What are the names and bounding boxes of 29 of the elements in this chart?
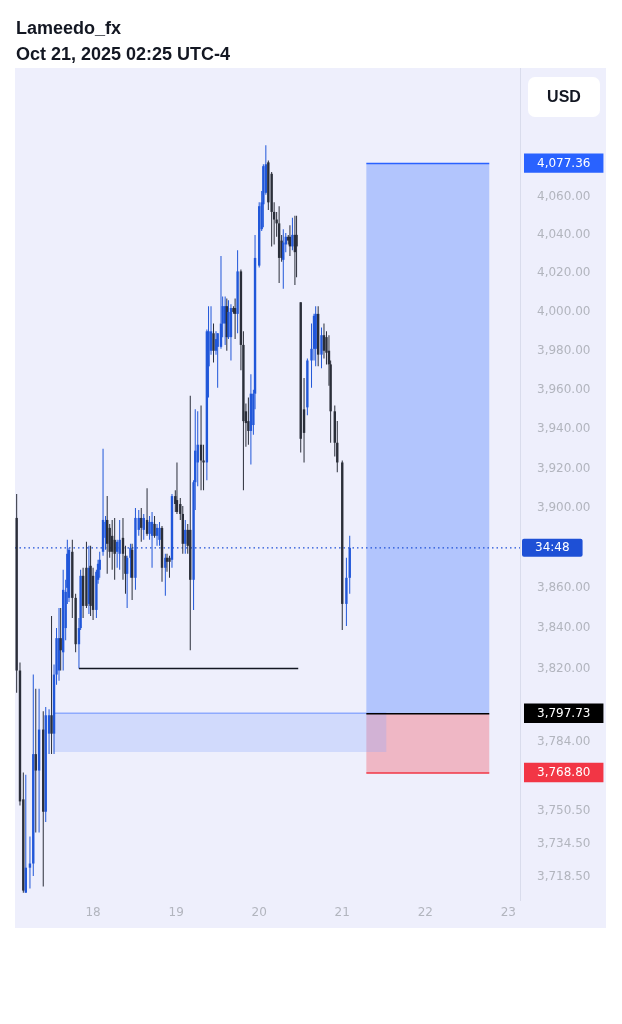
y-tick-label: 4,040.00: [537, 227, 591, 241]
y-tick-label: 3,980.00: [537, 342, 591, 357]
y-tick-label: 4,077.36: [537, 155, 591, 170]
x-tick-label: 21: [334, 905, 350, 920]
y-tick-label: 4,020.00: [537, 265, 591, 280]
y-axis-title: USD: [528, 77, 600, 117]
x-tick-label: 23: [500, 905, 517, 920]
y-tick-label: 4,000.00: [537, 304, 591, 319]
text: 34:48: [535, 540, 570, 555]
y-tick-label: 3,750.50: [537, 802, 591, 817]
y-tick-label: 3,940.00: [537, 421, 591, 436]
y-tick-label: 3,797.73: [537, 705, 591, 720]
x-tick-label: 18: [85, 905, 101, 920]
y-tick-label: 3,784.00: [537, 733, 591, 748]
y-tick-label: 3,768.80: [537, 765, 591, 780]
y-tick-label: 3,840.00: [537, 620, 591, 635]
y-tick-label: 3,860.00: [537, 579, 591, 594]
x-tick-label: 19: [168, 905, 184, 920]
y-tick-label: 3,718.50: [537, 869, 591, 884]
y-tick-label: 3,820.00: [537, 660, 591, 675]
y-tick-label: 3,734.50: [537, 835, 591, 850]
y-tick-label: 3,900.00: [537, 500, 591, 515]
y-tick-label: 4,060.00: [537, 188, 591, 203]
x-tick-label: 22: [417, 905, 433, 920]
chart-subtitle: Oct 21, 2025 02:25 UTC-4: [16, 43, 231, 65]
x-tick-label: 20: [251, 905, 267, 920]
y-tick-label: 3,920.00: [537, 460, 591, 475]
y-tick-label: 3,960.00: [537, 381, 591, 396]
chart-title: Lameedo_fx: [16, 17, 122, 39]
